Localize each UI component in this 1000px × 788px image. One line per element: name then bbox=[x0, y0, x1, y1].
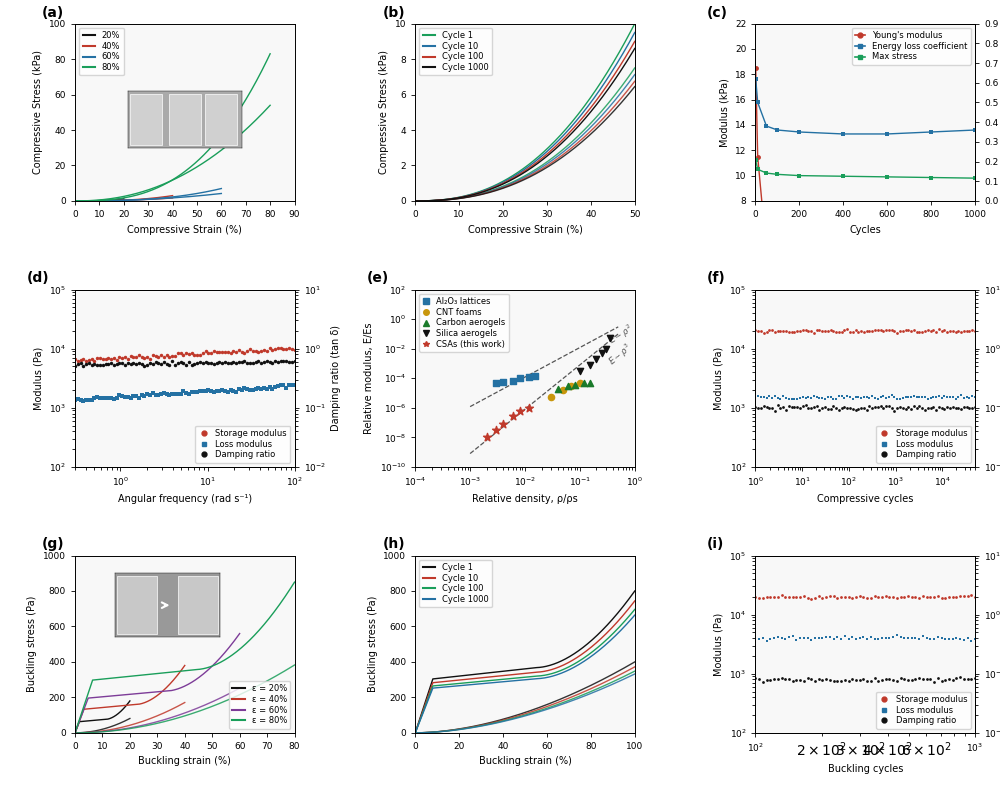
Point bbox=[576, 377, 592, 390]
Y-axis label: Buckling stress (Pa): Buckling stress (Pa) bbox=[368, 596, 378, 693]
Text: $E\sim\rho^3$: $E\sim\rho^3$ bbox=[606, 340, 636, 369]
Point bbox=[594, 347, 610, 359]
X-axis label: Buckling strain (%): Buckling strain (%) bbox=[138, 756, 231, 767]
Point bbox=[550, 382, 566, 395]
Point bbox=[572, 377, 588, 389]
Point bbox=[560, 380, 576, 392]
X-axis label: Compressive Strain (%): Compressive Strain (%) bbox=[127, 225, 242, 235]
Point bbox=[488, 377, 504, 389]
Legend: Storage modulus, Loss modulus, Damping ratio: Storage modulus, Loss modulus, Damping r… bbox=[876, 692, 971, 729]
Text: (e): (e) bbox=[367, 272, 389, 285]
Point bbox=[602, 332, 618, 344]
Point bbox=[582, 377, 598, 389]
Point bbox=[598, 342, 614, 355]
Legend: Cycle 1, Cycle 10, Cycle 100, Cycle 1000: Cycle 1, Cycle 10, Cycle 100, Cycle 1000 bbox=[419, 559, 492, 608]
Text: $E\sim\rho^2$: $E\sim\rho^2$ bbox=[606, 322, 636, 348]
X-axis label: Angular frequency (rad s⁻¹): Angular frequency (rad s⁻¹) bbox=[118, 494, 252, 504]
Legend: 20%, 40%, 60%, 80%: 20%, 40%, 60%, 80% bbox=[79, 28, 124, 76]
X-axis label: Compressive Strain (%): Compressive Strain (%) bbox=[468, 225, 582, 235]
Legend: Cycle 1, Cycle 10, Cycle 100, Cycle 1000: Cycle 1, Cycle 10, Cycle 100, Cycle 1000 bbox=[419, 28, 492, 76]
Y-axis label: Modulus (Pa): Modulus (Pa) bbox=[714, 612, 724, 676]
X-axis label: Cycles: Cycles bbox=[849, 225, 881, 235]
Point bbox=[495, 376, 511, 388]
Text: (c): (c) bbox=[707, 6, 728, 20]
Point bbox=[505, 374, 521, 387]
Point bbox=[505, 409, 521, 422]
Text: (d): (d) bbox=[27, 272, 49, 285]
Y-axis label: Modulus (Pa): Modulus (Pa) bbox=[33, 347, 43, 410]
Point bbox=[479, 431, 495, 444]
X-axis label: Compressive cycles: Compressive cycles bbox=[817, 494, 913, 504]
Point bbox=[495, 418, 511, 430]
Point bbox=[567, 379, 583, 392]
Text: (a): (a) bbox=[42, 6, 64, 20]
Legend: Storage modulus, Loss modulus, Damping ratio: Storage modulus, Loss modulus, Damping r… bbox=[876, 426, 971, 463]
Point bbox=[527, 370, 543, 382]
Point bbox=[512, 372, 528, 385]
Text: (g): (g) bbox=[42, 537, 65, 552]
Text: (f): (f) bbox=[707, 272, 726, 285]
X-axis label: Relative density, ρ/ρs: Relative density, ρ/ρs bbox=[472, 494, 578, 504]
Text: (i): (i) bbox=[707, 537, 725, 552]
Y-axis label: Compressive Stress (kPa): Compressive Stress (kPa) bbox=[33, 50, 43, 174]
Point bbox=[512, 405, 528, 418]
Point bbox=[543, 391, 559, 403]
Text: (h): (h) bbox=[382, 537, 405, 552]
Point bbox=[572, 365, 588, 377]
Y-axis label: Buckling stress (Pa): Buckling stress (Pa) bbox=[27, 596, 37, 693]
X-axis label: Buckling cycles: Buckling cycles bbox=[828, 764, 903, 775]
Y-axis label: Modulus (Pa): Modulus (Pa) bbox=[714, 347, 724, 410]
Y-axis label: Damping ratio (tan δ): Damping ratio (tan δ) bbox=[331, 325, 341, 431]
Point bbox=[563, 380, 579, 392]
Point bbox=[555, 384, 571, 396]
Y-axis label: Compressive Stress (kPa): Compressive Stress (kPa) bbox=[379, 50, 389, 174]
Point bbox=[488, 424, 504, 437]
Y-axis label: Modulus (kPa): Modulus (kPa) bbox=[719, 78, 729, 147]
X-axis label: Buckling strain (%): Buckling strain (%) bbox=[479, 756, 571, 767]
Y-axis label: Relative modulus, E/Es: Relative modulus, E/Es bbox=[364, 322, 374, 434]
Legend: Storage modulus, Loss modulus, Damping ratio: Storage modulus, Loss modulus, Damping r… bbox=[195, 426, 290, 463]
Text: (b): (b) bbox=[382, 6, 405, 20]
Point bbox=[582, 359, 598, 371]
Point bbox=[588, 353, 604, 366]
Legend: Al₂O₃ lattices, CNT foams, Carbon aerogels, Silica aerogels, CSAs (this work): Al₂O₃ lattices, CNT foams, Carbon aeroge… bbox=[419, 294, 509, 352]
Legend: Young's modulus, Energy loss coefficient, Max stress: Young's modulus, Energy loss coefficient… bbox=[852, 28, 971, 65]
Point bbox=[521, 370, 537, 383]
Point bbox=[521, 402, 537, 414]
Legend: ε = 20%, ε = 40%, ε = 60%, ε = 80%: ε = 20%, ε = 40%, ε = 60%, ε = 80% bbox=[229, 681, 290, 729]
